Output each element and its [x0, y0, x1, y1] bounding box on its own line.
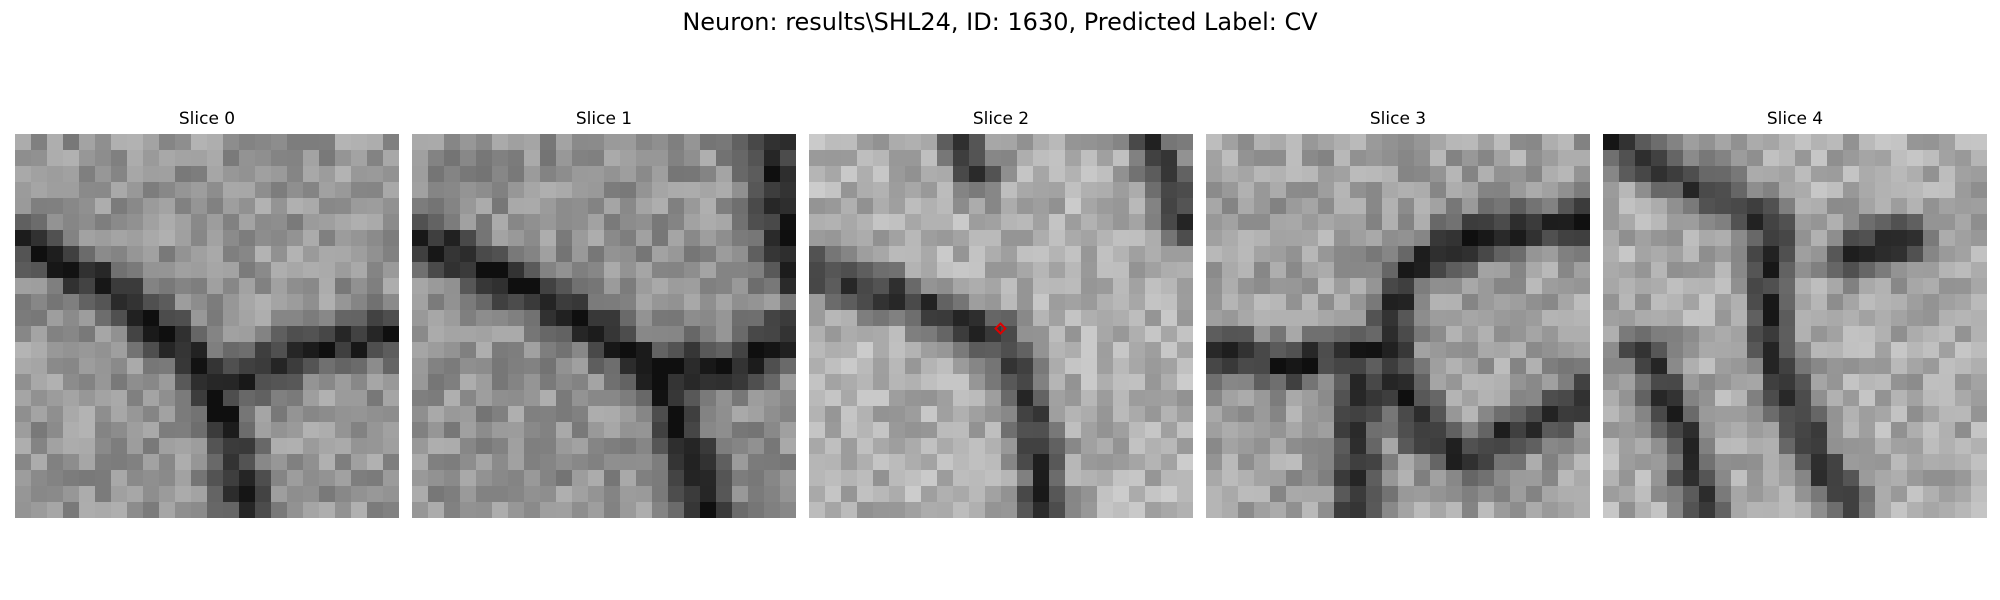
figure-title: Neuron: results\SHL24, ID: 1630, Predict…: [682, 8, 1318, 36]
slice-panel-1: Slice 1: [412, 108, 796, 518]
slice-title-1: Slice 1: [575, 109, 633, 129]
slice-image-1: [412, 134, 796, 518]
slice-image-4: [1603, 134, 1987, 518]
slice-image-3: [1206, 134, 1590, 518]
slice-panel-2: Slice 2: [809, 108, 1193, 518]
slice-title-2: Slice 2: [972, 109, 1030, 129]
slice-panel-4: Slice 4: [1603, 108, 1987, 518]
slice-title-3: Slice 3: [1369, 109, 1427, 129]
slice-panel-3: Slice 3: [1206, 108, 1590, 518]
slice-title-4: Slice 4: [1766, 109, 1824, 129]
slice-image-2: [809, 134, 1193, 518]
slice-panel-0: Slice 0: [15, 108, 399, 518]
slice-image-0: [15, 134, 399, 518]
slice-title-0: Slice 0: [178, 109, 236, 129]
